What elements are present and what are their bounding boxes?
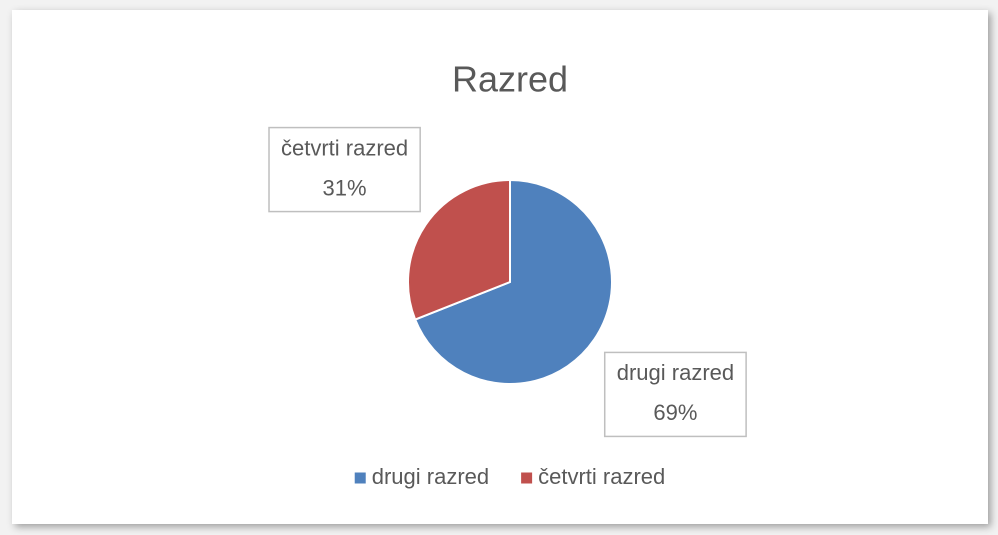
data-label-category: drugi razred (617, 360, 734, 385)
legend-swatch (354, 472, 366, 484)
legend-swatch (521, 472, 533, 484)
data-label: drugi razred 69% (603, 351, 747, 438)
data-label: četvrti razred 31% (268, 126, 421, 213)
pie-slice (407, 178, 511, 321)
pie-slice (413, 178, 613, 385)
chart-title: Razred (452, 59, 568, 100)
legend-label: drugi razred (372, 464, 489, 489)
data-label-category: četvrti razred (281, 135, 408, 160)
data-label-box (268, 126, 421, 213)
legend-label: četvrti razred (538, 464, 665, 489)
data-label-value: 31% (323, 175, 367, 200)
data-label-value: 69% (653, 400, 697, 425)
data-label-box (603, 351, 747, 438)
